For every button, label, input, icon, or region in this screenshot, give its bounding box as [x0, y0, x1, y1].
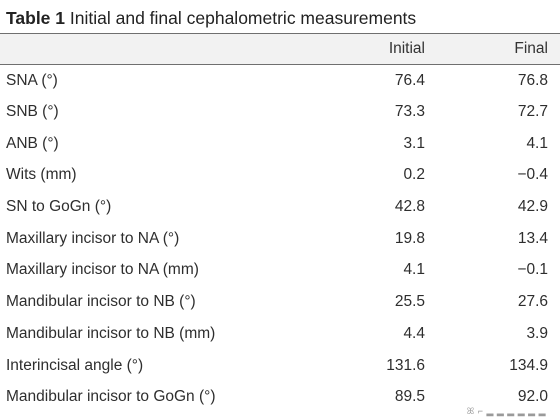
measurements-table: Initial Final SNA (°) 76.4 76.8 SNB (°) 73.3…: [0, 33, 560, 413]
measure-cell: Mandibular incisor to GoGn (°): [6, 388, 216, 406]
column-header-initial: Initial: [360, 33, 458, 65]
final-value-cell: 13.4: [517, 229, 548, 247]
measure-cell: SNB (°): [6, 103, 59, 121]
column-header-final: Final: [458, 33, 560, 65]
final-value-cell: 76.8: [517, 71, 548, 89]
table-row: ANB (°) 3.1 4.1: [0, 128, 560, 160]
initial-value-cell: 131.6: [386, 356, 425, 374]
initial-value-cell: 89.5: [394, 388, 425, 406]
table-row: Maxillary incisor to NA (mm) 4.1 −0.1: [0, 255, 560, 287]
final-value-cell: 42.9: [517, 198, 548, 216]
measure-cell: Wits (mm): [6, 166, 77, 184]
initial-value-cell: 76.4: [394, 71, 425, 89]
measure-cell: Maxillary incisor to NA (mm): [6, 261, 199, 279]
table-row: Mandibular incisor to GoGn (°) 89.5 92.0: [0, 381, 560, 413]
initial-value-cell: 19.8: [394, 229, 425, 247]
measure-cell: Mandibular incisor to NB (mm): [6, 324, 216, 342]
final-value-cell: 3.9: [526, 324, 548, 342]
measure-cell: SN to GoGn (°): [6, 198, 112, 216]
initial-value-cell: 73.3: [394, 103, 425, 121]
final-value-cell: 92.0: [517, 388, 548, 406]
final-value-cell: 134.9: [509, 356, 548, 374]
watermark: ꕤ ⌐ ▂ ▂ ▂ ▂ ▂ ▂: [466, 406, 546, 416]
final-value-cell: 27.6: [517, 293, 548, 311]
final-value-cell: −0.1: [517, 261, 548, 279]
initial-value-cell: 3.1: [403, 134, 425, 152]
final-value-cell: 4.1: [526, 134, 548, 152]
table-row: Mandibular incisor to NB (mm) 4.4 3.9: [0, 318, 560, 350]
table-caption: Table 1 Initial and final cephalometric …: [6, 3, 416, 33]
final-value-cell: 72.7: [517, 103, 548, 121]
measure-cell: SNA (°): [6, 71, 58, 89]
table-header-row: Initial Final: [0, 33, 560, 65]
table-row: Interincisal angle (°) 131.6 134.9: [0, 350, 560, 382]
table-row: Mandibular incisor to NB (°) 25.5 27.6: [0, 286, 560, 318]
initial-value-cell: 0.2: [403, 166, 425, 184]
initial-value-cell: 4.4: [403, 324, 425, 342]
initial-value-cell: 25.5: [394, 293, 425, 311]
table-caption-label: Table 1: [6, 8, 66, 28]
measure-cell: Maxillary incisor to NA (°): [6, 229, 180, 247]
table-row: Wits (mm) 0.2 −0.4: [0, 160, 560, 192]
table-row: SN to GoGn (°) 42.8 42.9: [0, 191, 560, 223]
table-header: Initial Final: [0, 33, 560, 65]
table-caption-text: Initial and final cephalometric measurem…: [69, 8, 417, 28]
final-value-cell: −0.4: [517, 166, 548, 184]
initial-value-cell: 42.8: [394, 198, 425, 216]
table-body: SNA (°) 76.4 76.8 SNB (°) 73.3 72.7 ANB (°) 3.1…: [0, 65, 560, 414]
table-row: SNB (°) 73.3 72.7: [0, 96, 560, 128]
measure-cell: Interincisal angle (°): [6, 356, 144, 374]
table-row: Maxillary incisor to NA (°) 19.8 13.4: [0, 223, 560, 255]
measure-cell: ANB (°): [6, 134, 59, 152]
measurements-table-container: Initial Final SNA (°) 76.4 76.8 SNB (°) 73.3…: [0, 33, 560, 413]
column-header-measure: [0, 33, 360, 65]
table-row: SNA (°) 76.4 76.8: [0, 65, 560, 97]
measure-cell: Mandibular incisor to NB (°): [6, 293, 196, 311]
initial-value-cell: 4.1: [403, 261, 425, 279]
